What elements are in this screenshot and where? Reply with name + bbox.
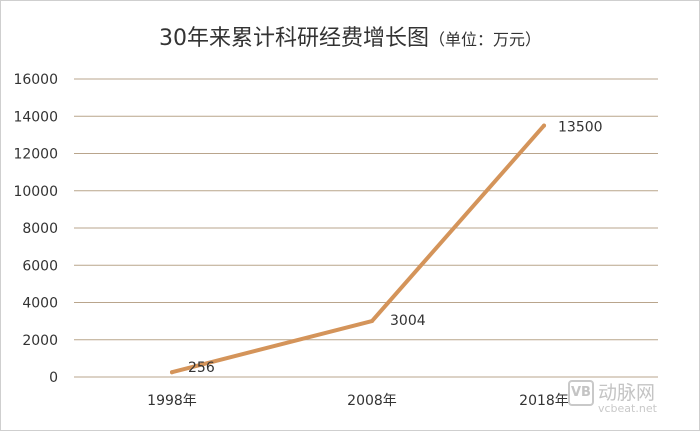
data-point [170, 370, 174, 375]
chart-unit-note: （单位：万元） [428, 30, 541, 49]
data-point [542, 123, 546, 128]
chart-title-text: 30年来累计科研经费增长图 [158, 26, 429, 51]
y-tick-label: 8000 [22, 221, 58, 237]
x-tick-label: 2008年 [347, 393, 397, 409]
x-tick-label: 2018年 [519, 393, 569, 409]
data-point [370, 319, 374, 324]
x-tick-label: 1998年 [147, 393, 197, 409]
chart-title: 30年来累计科研经费增长图（单位：万元） [0, 20, 700, 52]
data-label: 3004 [390, 313, 426, 329]
y-tick-label: 16000 [13, 72, 58, 88]
series-line [170, 123, 546, 375]
watermark-logo-icon: VB [568, 380, 594, 406]
y-tick-label: 12000 [13, 147, 58, 163]
y-tick-label: 2000 [22, 333, 58, 349]
y-tick-label: 10000 [13, 184, 58, 200]
y-tick-label: 4000 [22, 296, 58, 312]
watermark-url: vcbeat.net [598, 402, 657, 415]
y-tick-label: 6000 [22, 258, 58, 274]
data-label: 13500 [558, 120, 603, 136]
y-tick-label: 14000 [13, 109, 58, 125]
watermark-name: 动脉网 [598, 382, 656, 404]
data-label: 256 [188, 360, 215, 376]
y-tick-label: 0 [49, 370, 58, 386]
